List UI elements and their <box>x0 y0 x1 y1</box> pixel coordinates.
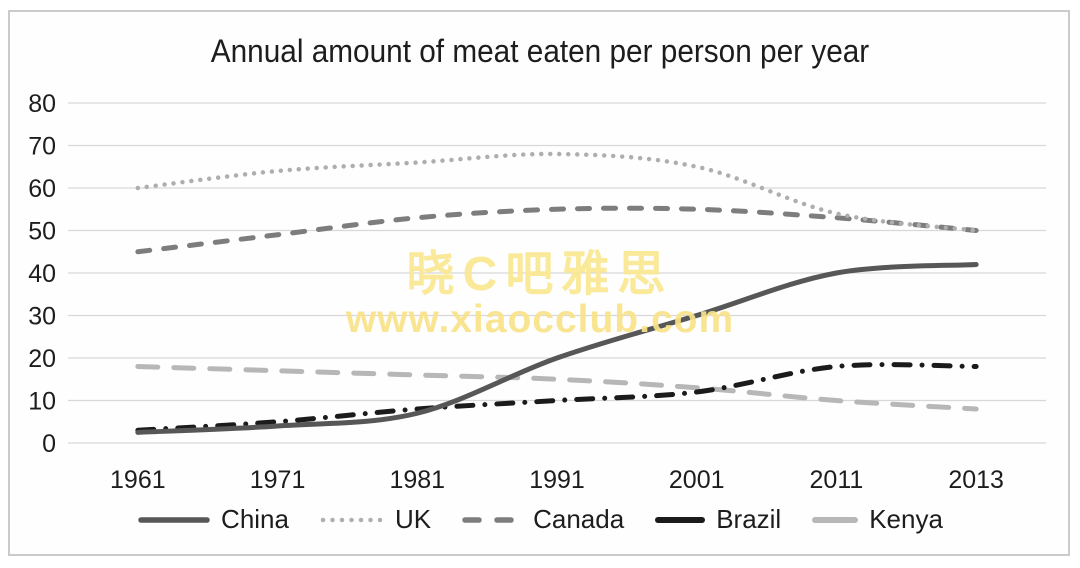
legend-swatch-uk-icon <box>320 517 384 522</box>
legend-swatch-canada-icon <box>462 516 522 523</box>
series-line-kenya <box>135 364 979 412</box>
y-axis-tick-label: 40 <box>28 260 56 288</box>
legend-item-brazil: Brazil <box>654 504 781 535</box>
y-axis-tick-label: 70 <box>28 133 56 161</box>
legend-label-china: China <box>221 504 289 534</box>
x-axis-tick-label: 1971 <box>250 466 306 494</box>
chart-title: Annual amount of meat eaten per person p… <box>210 33 870 69</box>
legend-label-kenya: Kenya <box>869 504 943 534</box>
y-axis-tick-label: 10 <box>28 388 56 416</box>
y-axis-tick-label: 60 <box>28 175 56 203</box>
x-axis-tick-label: 1991 <box>529 466 585 494</box>
series-line-canada <box>135 205 979 255</box>
series-line-brazil <box>135 362 979 433</box>
legend-label-brazil: Brazil <box>716 504 782 534</box>
legend-item-china: China <box>137 504 289 535</box>
legend-item-canada: Canada <box>461 504 624 535</box>
x-axis-tick-label: 1981 <box>389 466 445 494</box>
legend-swatch-china-icon <box>138 516 210 523</box>
y-axis-tick-label: 80 <box>28 90 56 118</box>
legend-swatch-kenya-icon <box>812 516 859 523</box>
chart-legend: China UK Canada Brazil Kenya <box>0 504 1080 535</box>
legend-label-uk: UK <box>394 504 432 534</box>
y-axis-tick-label: 30 <box>28 303 56 331</box>
legend-label-canada: Canada <box>533 504 625 534</box>
y-axis-tick-label: 20 <box>28 345 56 373</box>
chart-frame <box>8 10 1070 556</box>
x-axis-tick-label: 2013 <box>948 466 1004 494</box>
legend-item-kenya: Kenya <box>811 504 943 535</box>
series-line-china <box>135 262 979 435</box>
series-line-uk <box>135 151 979 233</box>
y-axis-tick-label: 50 <box>28 218 56 246</box>
legend-item-uk: UK <box>319 504 431 535</box>
legend-swatch-brazil-icon <box>655 516 706 523</box>
x-axis-tick-label: 1961 <box>110 466 166 494</box>
x-axis-tick-label: 2011 <box>810 466 864 494</box>
x-axis-tick-label: 2001 <box>669 466 725 494</box>
y-axis-tick-label: 0 <box>42 430 56 458</box>
